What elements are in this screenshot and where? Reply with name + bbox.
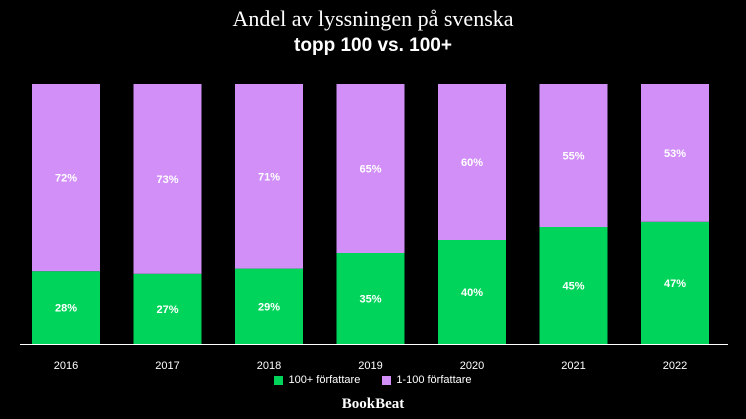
bar-1-100-2017 (133, 84, 202, 274)
x-tick-label-2022: 2022 (663, 360, 687, 372)
data-label-100-plus-2016: 28% (55, 303, 77, 315)
bar-1-100-2021 (539, 84, 608, 227)
data-label-1-100-2017: 73% (156, 174, 178, 186)
x-tick-label-2021: 2021 (561, 360, 585, 372)
bar-100-plus-2020 (438, 240, 506, 344)
data-label-100-plus-2018: 29% (258, 301, 280, 313)
bar-1-100-2019 (336, 84, 405, 253)
bar-100-plus-2018 (235, 268, 303, 344)
data-label-1-100-2021: 55% (562, 151, 584, 163)
data-label-1-100-2019: 65% (359, 164, 381, 176)
chart-subtitle: topp 100 vs. 100+ (294, 35, 452, 56)
bar-1-100-2016 (32, 84, 100, 272)
bar-100-plus-2022 (641, 221, 709, 344)
legend-swatch-1-100 (382, 375, 392, 385)
bar-1-100-2022 (641, 84, 709, 222)
x-tick-label-2020: 2020 (460, 360, 484, 372)
data-label-1-100-2022: 53% (664, 148, 686, 160)
data-label-100-plus-2017: 27% (156, 304, 178, 316)
x-tick-label-2016: 2016 (54, 360, 78, 372)
legend-label-100-plus: 100+ författare (288, 374, 361, 386)
bar-1-100-2020 (438, 84, 506, 240)
bar-100-plus-2021 (539, 227, 608, 344)
x-tick-label-2018: 2018 (257, 360, 281, 372)
bar-100-plus-2019 (336, 253, 405, 344)
data-label-100-plus-2022: 47% (664, 278, 686, 290)
chart-title: Andel av lyssningen på svenska (232, 6, 514, 31)
data-label-1-100-2020: 60% (461, 157, 483, 169)
data-label-100-plus-2019: 35% (359, 294, 381, 306)
bar-100-plus-2016 (32, 271, 100, 344)
bar-100-plus-2017 (133, 273, 202, 344)
legend: 100+ författare 1-100 författare (0, 374, 746, 386)
legend-swatch-100-plus (274, 375, 284, 385)
x-tick-label-2017: 2017 (155, 360, 179, 372)
data-label-1-100-2016: 72% (55, 173, 77, 185)
bar-1-100-2018 (235, 84, 303, 269)
data-label-100-plus-2020: 40% (461, 287, 483, 299)
brand-logo: BookBeat (341, 396, 405, 412)
legend-item-100-plus: 100+ författare (274, 374, 360, 386)
legend-item-1-100: 1-100 författare (382, 374, 472, 386)
data-label-1-100-2018: 71% (258, 171, 280, 183)
x-tick-label-2019: 2019 (358, 360, 382, 372)
legend-label-1-100: 1-100 författare (396, 374, 472, 386)
data-label-100-plus-2021: 45% (562, 281, 584, 293)
